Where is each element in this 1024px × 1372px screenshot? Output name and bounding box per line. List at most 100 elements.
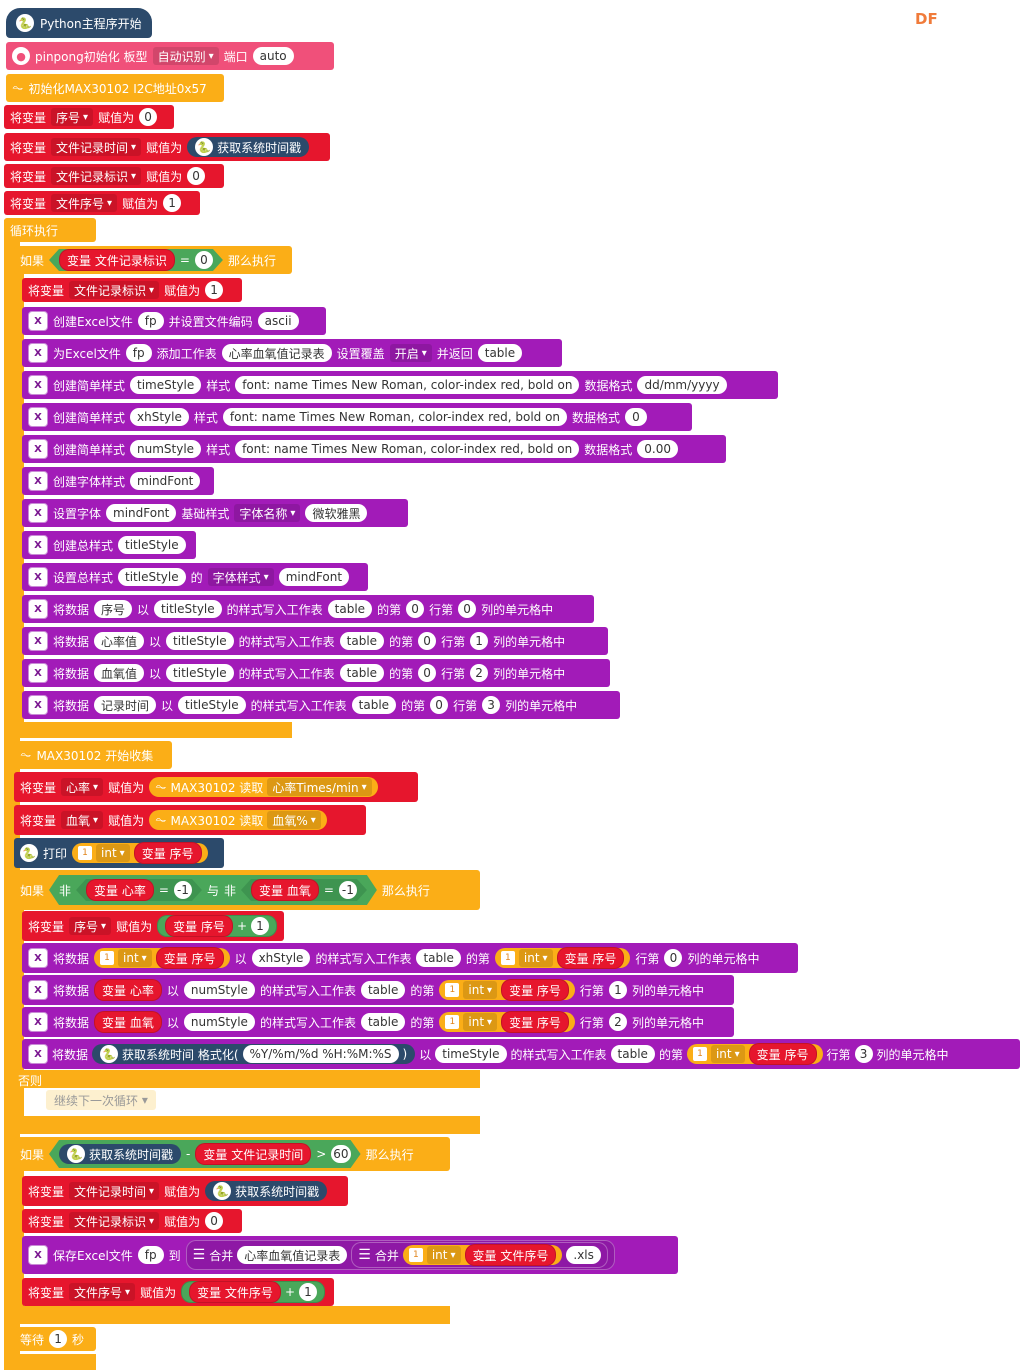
style-property-dropdown[interactable]: 字体样式 bbox=[207, 568, 274, 586]
type-dropdown[interactable]: int bbox=[463, 1013, 498, 1031]
add-operator-block[interactable]: 变量 序号 + 1 bbox=[157, 915, 277, 937]
assign-file-flag-block[interactable]: 将变量 文件记录标识 赋值为 0 bbox=[4, 164, 224, 188]
port-input[interactable]: auto bbox=[252, 47, 294, 65]
int-convert-block[interactable]: 1 int 变量 序号 bbox=[439, 979, 575, 1001]
pinpong-init-block[interactable]: ● pinpong初始化 板型 自动识别 端口 auto bbox=[6, 42, 334, 70]
compare-heart[interactable]: 变量 心率 = -1 bbox=[76, 879, 202, 901]
format-time-block[interactable]: 🐍 获取系统时间 格式化( %Y/%m/%d %H:%M:%S ) bbox=[92, 1044, 416, 1064]
value-input[interactable]: 1 bbox=[163, 194, 182, 212]
var-heart-dropdown[interactable]: 心率 bbox=[61, 778, 104, 796]
write-header-seq-block[interactable]: X 将数据 序号 以 titleStyle 的样式写入工作表 table 的第 … bbox=[22, 595, 594, 623]
col-input[interactable]: 2 bbox=[470, 664, 489, 682]
time-format-input[interactable]: %Y/%m/%d %H:%M:%S bbox=[242, 1045, 399, 1063]
var-file-time-dropdown[interactable]: 文件记录时间 bbox=[69, 1182, 160, 1200]
table-input[interactable]: table bbox=[339, 664, 385, 682]
col-input[interactable]: 3 bbox=[482, 696, 501, 714]
read-option-dropdown[interactable]: 心率Times/min bbox=[267, 778, 372, 796]
var-seq-reporter[interactable]: 变量 序号 bbox=[155, 947, 224, 969]
value-input[interactable]: 1 bbox=[299, 1283, 317, 1301]
style-font-input[interactable]: font: name Times New Roman, color-index … bbox=[235, 376, 580, 394]
var-file-time-reporter[interactable]: 变量 文件记录时间 bbox=[195, 1143, 311, 1165]
and-condition[interactable]: 非 变量 心率 = -1 与 非 变量 血氧 = -1 bbox=[49, 875, 377, 905]
data-input[interactable]: 记录时间 bbox=[94, 696, 157, 714]
type-dropdown[interactable]: int bbox=[96, 844, 130, 862]
type-dropdown[interactable]: int bbox=[426, 1246, 461, 1264]
var-seq-reporter[interactable]: 变量 序号 bbox=[501, 979, 569, 1001]
var-oxygen-reporter[interactable]: 变量 血氧 bbox=[94, 1011, 162, 1033]
continue-block[interactable]: 继续下一次循环 ▾ bbox=[46, 1090, 156, 1110]
int-convert-block[interactable]: 1 int 变量 序号 bbox=[494, 947, 631, 969]
sheet-name-input[interactable]: 心率血氧值记录表 bbox=[237, 1246, 348, 1264]
extension-input[interactable]: .xls bbox=[566, 1246, 601, 1264]
assign-heart-block[interactable]: 将变量 心率 赋值为 ⏦ MAX30102 读取 心率Times/min bbox=[14, 772, 418, 802]
value-input[interactable]: 0 bbox=[195, 251, 213, 269]
write-header-heart-block[interactable]: X 将数据 心率值 以 titleStyle 的样式写入工作表 table 的第… bbox=[22, 627, 608, 655]
var-seq-reporter[interactable]: 变量 序号 bbox=[501, 1011, 569, 1033]
style-input[interactable]: titleStyle bbox=[178, 696, 246, 714]
data-input[interactable]: 血氧值 bbox=[94, 664, 145, 682]
data-input[interactable]: 序号 bbox=[94, 600, 133, 618]
value-input[interactable]: 1 bbox=[205, 281, 224, 299]
table-input[interactable]: table bbox=[360, 981, 406, 999]
max30102-init-block[interactable]: ⏦ 初始化MAX30102 I2C地址0x57 bbox=[6, 74, 224, 102]
col-input[interactable]: 0 bbox=[664, 949, 683, 967]
var-seq-reporter[interactable]: 变量 序号 bbox=[556, 947, 625, 969]
style-name-input[interactable]: titleStyle bbox=[118, 568, 186, 586]
style-name-input[interactable]: timeStyle bbox=[130, 376, 202, 394]
max30102-collect-block[interactable]: ⏦ MAX30102 开始收集 bbox=[14, 741, 172, 769]
python-main-start-block[interactable]: 🐍 Python主程序开始 bbox=[6, 8, 152, 38]
increment-file-no-block[interactable]: 将变量 文件序号 赋值为 变量 文件序号 + 1 bbox=[22, 1278, 334, 1306]
col-input[interactable]: 2 bbox=[608, 1013, 627, 1031]
value-input[interactable]: 60 bbox=[333, 1147, 349, 1161]
var-seq-dropdown[interactable]: 序号 bbox=[69, 917, 112, 935]
assign-file-flag-block[interactable]: 将变量 文件记录标识 赋值为 1 bbox=[22, 278, 242, 302]
create-font-block[interactable]: X 创建字体样式 mindFont bbox=[22, 467, 214, 495]
var-file-flag-dropdown[interactable]: 文件记录标识 bbox=[51, 167, 142, 185]
value-input[interactable]: -1 bbox=[174, 881, 192, 899]
create-numstyle-block[interactable]: X 创建简单样式 numStyle 样式 font: name Times Ne… bbox=[22, 435, 726, 463]
row-input[interactable]: 0 bbox=[406, 600, 425, 618]
int-convert-block[interactable]: 1 int 变量 序号 bbox=[94, 947, 230, 969]
max30102-read-heart-block[interactable]: ⏦ MAX30102 读取 心率Times/min bbox=[149, 777, 378, 797]
var-file-no-dropdown[interactable]: 文件序号 bbox=[69, 1283, 136, 1301]
table-input[interactable]: table bbox=[351, 696, 397, 714]
get-timestamp-block[interactable]: 🐍 获取系统时间戳 bbox=[187, 137, 310, 157]
assign-seq-block[interactable]: 将变量 序号 赋值为 0 bbox=[4, 105, 174, 129]
max30102-read-oxygen-block[interactable]: ⏦ MAX30102 读取 血氧% bbox=[149, 810, 327, 830]
int-convert-block[interactable]: 1 int 变量 序号 bbox=[686, 1043, 823, 1065]
var-oxygen-dropdown[interactable]: 血氧 bbox=[61, 811, 104, 829]
value-input[interactable]: 0 bbox=[187, 167, 206, 185]
table-input[interactable]: table bbox=[610, 1045, 655, 1063]
var-seq-dropdown[interactable]: 序号 bbox=[51, 108, 94, 126]
create-timestyle-block[interactable]: X 创建简单样式 timeStyle 样式 font: name Times N… bbox=[22, 371, 778, 399]
write-seq-block[interactable]: X 将数据 1 int 变量 序号 以 xhStyle 的样式写入工作表 tab… bbox=[22, 943, 798, 973]
row-input[interactable]: 0 bbox=[418, 664, 437, 682]
style-input[interactable]: titleStyle bbox=[154, 600, 222, 618]
table-input[interactable]: table bbox=[339, 632, 385, 650]
data-format-input[interactable]: 0 bbox=[625, 408, 647, 426]
style-input[interactable]: timeStyle bbox=[435, 1045, 507, 1063]
write-oxygen-block[interactable]: X 将数据 变量 血氧 以 numStyle 的样式写入工作表 table 的第… bbox=[22, 1007, 734, 1037]
table-input[interactable]: table bbox=[327, 600, 373, 618]
var-file-flag-dropdown[interactable]: 文件记录标识 bbox=[69, 281, 160, 299]
assign-oxygen-block[interactable]: 将变量 血氧 赋值为 ⏦ MAX30102 读取 血氧% bbox=[14, 805, 366, 835]
assign-file-time-block[interactable]: 将变量 文件记录时间 赋值为 🐍获取系统时间戳 bbox=[22, 1176, 348, 1206]
value-input[interactable]: 1 bbox=[251, 917, 269, 935]
var-seq-reporter[interactable]: 变量 序号 bbox=[748, 1043, 817, 1065]
get-timestamp-block[interactable]: 🐍 获取系统时间戳 bbox=[205, 1181, 328, 1201]
var-seq-reporter[interactable]: 变量 序号 bbox=[165, 915, 233, 937]
write-header-time-block[interactable]: X 将数据 记录时间 以 titleStyle 的样式写入工作表 table 的… bbox=[22, 691, 620, 719]
board-dropdown[interactable]: 自动识别 bbox=[152, 47, 219, 65]
col-input[interactable]: 1 bbox=[470, 632, 489, 650]
save-excel-block[interactable]: X 保存Excel文件 fp 到 ☰ 合并 心率血氧值记录表 ☰ 合并 1 in… bbox=[22, 1236, 678, 1274]
increment-seq-block[interactable]: 将变量 序号 赋值为 变量 序号 + 1 bbox=[22, 911, 284, 941]
font-name-input[interactable]: mindFont bbox=[130, 472, 201, 490]
var-file-time-dropdown[interactable]: 文件记录时间 bbox=[51, 138, 142, 156]
style-input[interactable]: titleStyle bbox=[166, 664, 234, 682]
data-input[interactable]: 心率值 bbox=[94, 632, 145, 650]
value-input[interactable]: 0 bbox=[139, 108, 158, 126]
concat-outer-block[interactable]: ☰ 合并 心率血氧值记录表 ☰ 合并 1 int 变量 文件序号 .xls bbox=[185, 1240, 615, 1270]
get-timestamp-block[interactable]: 🐍 获取系统时间戳 bbox=[59, 1144, 181, 1164]
font-value-input[interactable]: 微软雅黑 bbox=[305, 504, 368, 522]
if-block-time-elapsed[interactable]: 如果 🐍 获取系统时间戳 - 变量 文件记录时间 > 60 那么执行 bbox=[14, 1137, 450, 1171]
